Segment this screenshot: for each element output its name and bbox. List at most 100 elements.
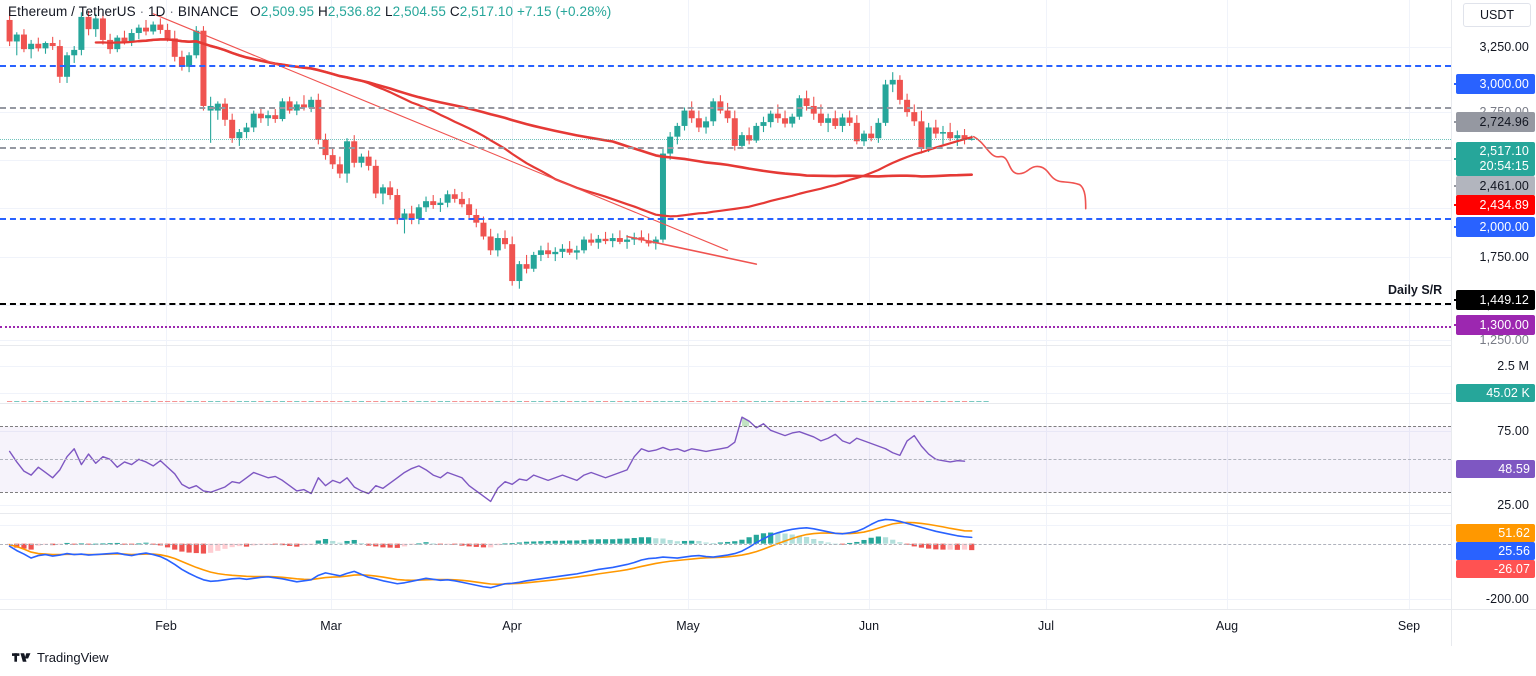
price-level-badge[interactable]: 2,000.00 <box>1456 217 1535 237</box>
legend-exchange[interactable]: BINANCE <box>177 4 239 19</box>
legend-sep-2: · <box>169 4 174 19</box>
candle-body <box>401 213 408 220</box>
macd-histogram-bar <box>796 535 802 544</box>
volume-bar <box>689 401 695 402</box>
candle-body <box>566 248 573 253</box>
price-level-line[interactable] <box>0 325 1451 328</box>
macd-histogram-bar <box>775 532 781 544</box>
countdown-timer: 20:54:15 <box>1479 159 1529 173</box>
volume-bar <box>394 401 400 402</box>
price-level-badge[interactable]: 2,517.10 20:54:15 <box>1456 142 1535 176</box>
candle-body <box>932 127 939 134</box>
time-axis[interactable]: Feb Mar Apr May Jun Jul Aug Sep <box>0 609 1451 646</box>
candle-body <box>329 155 336 165</box>
volume-bar <box>322 401 329 402</box>
volume-bar <box>64 401 70 402</box>
macd-value-badge[interactable]: 51.62 <box>1456 524 1535 542</box>
legend-interval[interactable]: 1D <box>148 4 166 19</box>
candle-body <box>882 84 889 123</box>
macd-histogram-bar <box>215 543 221 551</box>
price-level-badge[interactable]: 2,434.89 <box>1456 195 1535 215</box>
daily-sr-label: Daily S/R <box>1388 283 1443 297</box>
macd-histogram-bar <box>696 540 702 544</box>
volume-bar <box>172 401 178 402</box>
macd-histogram-bar <box>531 541 537 544</box>
volume-bar <box>660 401 666 402</box>
legend-low-key: L <box>385 4 393 19</box>
volume-bar <box>753 401 759 402</box>
rsi-overbought-level <box>0 426 1451 428</box>
macd-histogram-bar <box>681 540 688 544</box>
legend-change: +7.15 (+0.28%) <box>516 4 612 19</box>
macd-histogram-bar <box>631 537 637 544</box>
volume-bar <box>344 401 350 402</box>
macd-histogram-bar <box>236 543 242 547</box>
legend-symbol[interactable]: Ethereum / TetherUS <box>8 4 136 19</box>
legend-high-value: 2,536.82 <box>327 4 382 19</box>
candle-body <box>509 244 516 282</box>
volume-bar <box>897 401 903 402</box>
volume-value-badge[interactable]: 45.02 K <box>1456 384 1535 402</box>
candle-body <box>767 113 774 123</box>
ma-fast-line <box>94 38 973 218</box>
macd-zero-line <box>0 543 1451 545</box>
volume-bar <box>186 401 192 402</box>
rsi-value-badge[interactable]: 48.59 <box>1456 460 1535 478</box>
volume-bar <box>71 401 77 402</box>
chart-plot-area[interactable]: Daily S/R <box>0 0 1451 645</box>
volume-bar <box>495 401 501 402</box>
chart-legend[interactable]: Ethereum / TetherUS · 1D · BINANCE O2,50… <box>8 4 611 19</box>
candle-body <box>408 213 415 219</box>
price-level-line[interactable] <box>0 302 1451 305</box>
candle-body <box>35 43 42 49</box>
volume-bar <box>265 401 271 402</box>
candle-body <box>487 236 494 251</box>
price-level-line[interactable] <box>0 218 1451 221</box>
macd-histogram-bar <box>394 543 400 548</box>
candle-body <box>6 19 13 42</box>
volume-bar <box>696 401 702 402</box>
candle-body <box>782 118 789 124</box>
price-level-badge[interactable]: 3,000.00 <box>1456 74 1535 94</box>
macd-histogram-bar <box>222 543 228 549</box>
tradingview-logo[interactable]: TradingView <box>12 650 109 665</box>
axis-corner <box>1451 609 1536 646</box>
candle-body <box>300 104 307 108</box>
volume-bar <box>14 401 20 402</box>
price-axis-tick: 1,250.00 <box>1479 333 1529 347</box>
candle-body <box>92 18 99 30</box>
macd-histogram-bar <box>882 537 889 544</box>
volume-bar <box>516 401 522 402</box>
legend-sep-1: · <box>139 4 145 19</box>
macd-histogram-bar <box>574 540 580 544</box>
pane-separator-volume <box>0 345 1536 346</box>
price-level-badge[interactable]: 1,300.00 <box>1456 315 1535 335</box>
macd-histogram-bar <box>401 543 408 547</box>
macd-histogram-bar <box>617 538 623 544</box>
candle-body <box>193 30 200 56</box>
volume-bar <box>574 401 580 402</box>
price-level-line[interactable] <box>0 138 1451 140</box>
candle-body <box>760 122 767 126</box>
price-axis[interactable]: USDT 3,250.002,750.001,750.001,500.001,2… <box>1451 0 1536 645</box>
price-level-line[interactable] <box>0 106 1451 109</box>
price-level-badge[interactable]: 2,461.00 <box>1456 176 1535 196</box>
volume-bar <box>983 401 989 402</box>
candle-body <box>107 39 114 50</box>
macd-value-badge[interactable]: 25.56 <box>1456 542 1535 560</box>
price-level-badge[interactable]: 2,724.96 <box>1456 112 1535 132</box>
volume-bar <box>904 401 910 402</box>
trend-line-descending <box>152 13 729 251</box>
price-level-line[interactable] <box>0 64 1451 67</box>
price-level-badge[interactable]: 1,449.12 <box>1456 290 1535 310</box>
macd-histogram-bar <box>64 542 70 544</box>
macd-value-badge[interactable]: -26.07 <box>1456 560 1535 578</box>
volume-bar <box>588 401 594 402</box>
volume-bar <box>272 401 278 402</box>
candle-body <box>243 127 250 133</box>
price-level-line[interactable] <box>0 147 1451 150</box>
volume-bar <box>243 401 250 402</box>
volume-bar <box>617 401 623 402</box>
candle-body <box>616 238 623 242</box>
